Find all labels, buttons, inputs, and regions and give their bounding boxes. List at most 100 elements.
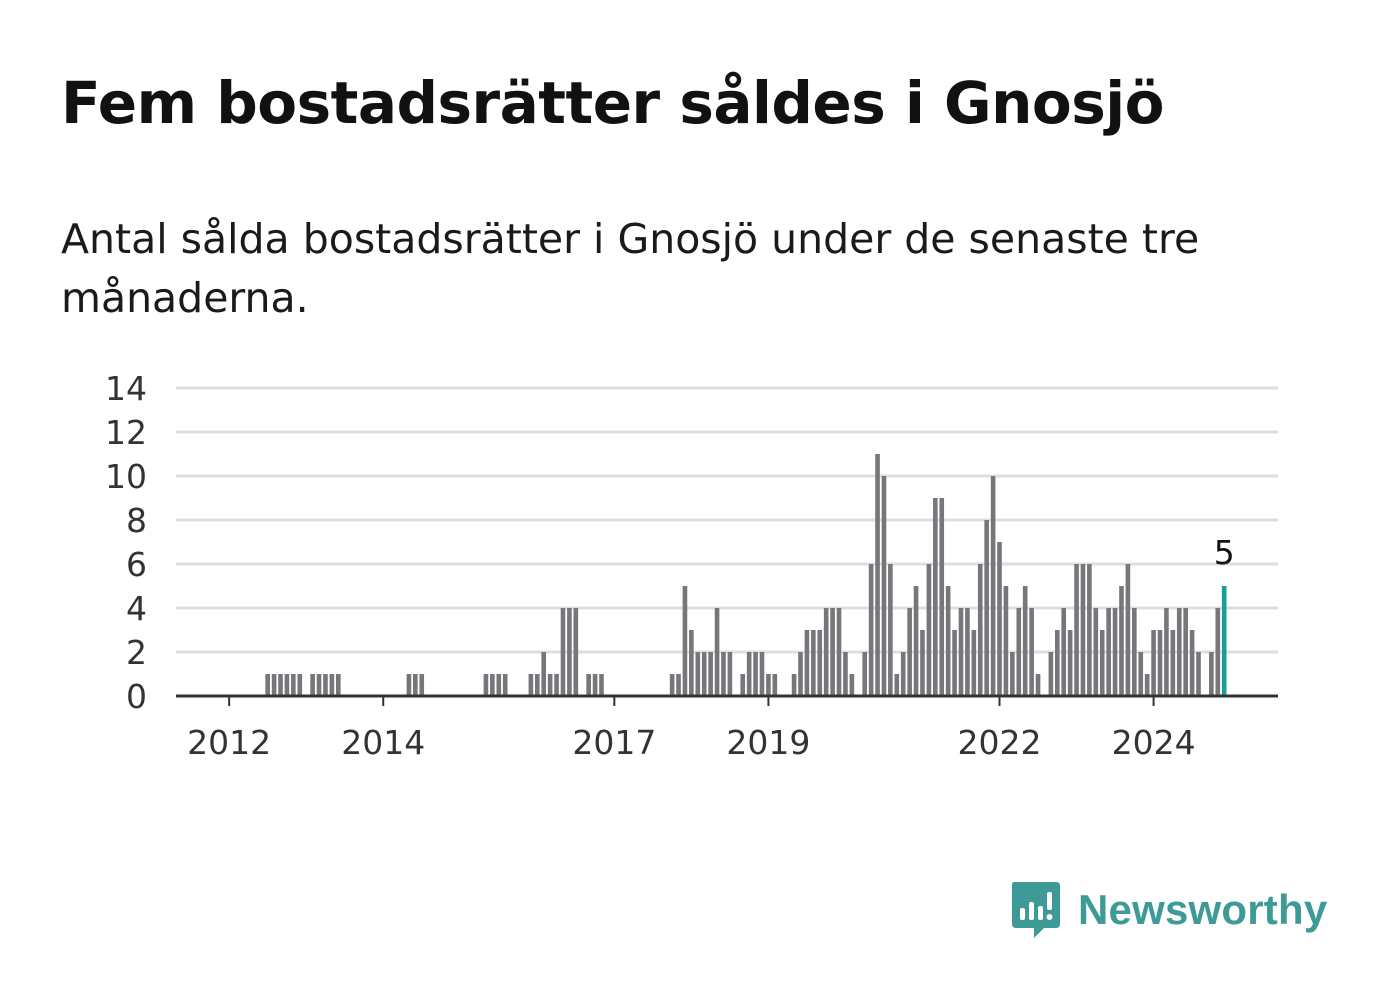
bar	[534, 674, 540, 696]
x-tick-label: 2017	[572, 723, 656, 762]
bar	[490, 674, 495, 696]
bar	[1183, 608, 1188, 696]
bar	[335, 674, 341, 696]
bar	[1087, 564, 1092, 696]
y-tick-label: 0	[126, 677, 147, 716]
y-axis-ticks: 0 2 4 6 8 10 12 14	[105, 369, 147, 716]
y-tick-label: 6	[126, 545, 147, 584]
bar	[977, 564, 983, 696]
bar	[1176, 608, 1182, 696]
page-subtitle: Antal sålda bostadsrätter i Gnosjö under…	[61, 215, 1200, 322]
bar	[920, 630, 925, 696]
highlight-bar	[1221, 586, 1227, 696]
newsworthy-logo-icon	[1012, 882, 1060, 938]
bar	[271, 674, 277, 696]
bar	[900, 652, 906, 696]
bar	[965, 608, 970, 696]
bar	[727, 652, 733, 696]
bar	[701, 652, 707, 696]
bar	[817, 630, 823, 696]
bar	[502, 674, 508, 696]
y-tick-label: 10	[105, 457, 147, 496]
bar	[714, 608, 720, 696]
bar	[586, 674, 591, 696]
bar	[1157, 630, 1163, 696]
bar	[708, 652, 713, 696]
bar	[695, 652, 701, 696]
bar	[926, 564, 932, 696]
bar	[836, 608, 842, 696]
y-tick-label: 14	[105, 369, 147, 408]
bar	[323, 674, 328, 696]
bar	[567, 608, 572, 696]
bar	[721, 652, 726, 696]
x-tick-label: 2019	[726, 723, 810, 762]
bar	[958, 608, 964, 696]
bar	[413, 674, 418, 696]
bar	[496, 674, 502, 696]
bar	[1196, 652, 1201, 696]
bar	[740, 674, 746, 696]
bar	[1209, 652, 1214, 696]
bar	[1119, 586, 1124, 696]
bar	[1112, 608, 1118, 696]
y-tick-label: 4	[126, 589, 147, 628]
bar	[1093, 608, 1099, 696]
bar	[1080, 564, 1086, 696]
y-tick-label: 12	[105, 413, 147, 452]
bar	[1010, 652, 1015, 696]
bar	[746, 652, 752, 696]
bar	[1132, 608, 1137, 696]
y-tick-label: 2	[126, 633, 147, 672]
bar	[881, 476, 887, 696]
bar	[1029, 608, 1034, 696]
bars	[265, 454, 1227, 696]
bar	[541, 652, 547, 696]
x-axis-ticks: 2012 2014 2017 2019 2022 2024	[187, 696, 1196, 762]
bar	[759, 652, 765, 696]
brand-name: Newsworthy	[1078, 886, 1328, 933]
bar	[560, 608, 566, 696]
bar	[1067, 630, 1073, 696]
bar	[772, 674, 778, 696]
bar	[1022, 586, 1028, 696]
bar	[278, 674, 283, 696]
bar	[1125, 564, 1131, 696]
bar	[1106, 608, 1111, 696]
bar	[265, 674, 270, 696]
bar	[952, 630, 957, 696]
bar	[1035, 674, 1041, 696]
bar	[1003, 586, 1009, 696]
bar	[907, 608, 912, 696]
bar	[1099, 630, 1105, 696]
bar	[329, 674, 335, 696]
bar	[284, 674, 290, 696]
bar	[753, 652, 758, 696]
bar	[682, 586, 688, 696]
bar	[823, 608, 829, 696]
gridlines	[176, 386, 1278, 654]
bar	[406, 674, 412, 696]
bar	[547, 674, 553, 696]
bar	[689, 630, 694, 696]
bar	[669, 674, 675, 696]
bar	[1189, 630, 1195, 696]
bar	[1048, 652, 1054, 696]
x-tick-label: 2014	[341, 723, 425, 762]
bar	[990, 476, 996, 696]
bar	[913, 586, 919, 696]
bar	[1144, 674, 1150, 696]
newsworthy-brand: Newsworthy	[1010, 878, 1327, 942]
bar	[843, 652, 848, 696]
bar	[888, 564, 893, 696]
bar	[945, 586, 951, 696]
bar	[1074, 564, 1079, 696]
bar	[971, 630, 977, 696]
bar	[875, 454, 880, 696]
bar	[554, 674, 559, 696]
page-title: Fem bostadsrätter såldes i Gnosjö	[61, 69, 1165, 137]
bar	[573, 608, 579, 696]
bar	[1170, 630, 1176, 696]
bar	[1016, 608, 1022, 696]
